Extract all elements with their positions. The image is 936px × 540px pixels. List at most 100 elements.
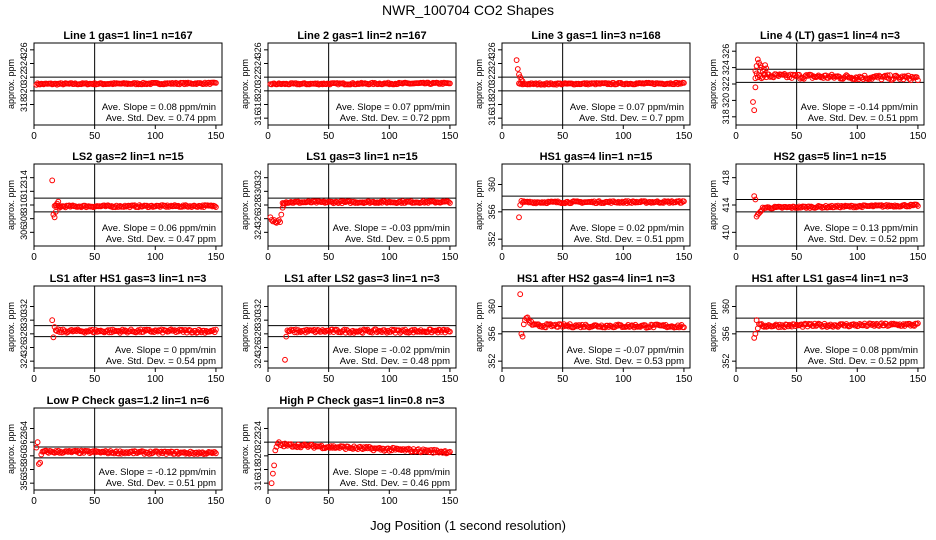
data-points xyxy=(267,79,453,88)
data-points xyxy=(33,79,219,88)
data-point xyxy=(895,74,902,81)
y-tick-label: 360 xyxy=(487,299,497,314)
x-tick-label: 50 xyxy=(323,131,335,142)
data-point xyxy=(213,450,219,457)
std-annotation: Ave. Std. Dev. = 0.52 ppm xyxy=(808,234,918,245)
y-tick-label: 326 xyxy=(19,340,29,355)
data-point xyxy=(447,328,453,335)
panel-14: High P Check gas=1 lin=0.8 n=3 0 50 100 150 3… xyxy=(240,395,459,507)
x-tick-label: 100 xyxy=(615,252,632,263)
data-point xyxy=(907,322,914,329)
data-point xyxy=(404,328,411,335)
x-tick-label: 150 xyxy=(676,374,693,385)
y-tick-label: 326 xyxy=(487,42,497,57)
y-tick-label: 356 xyxy=(487,326,497,341)
data-point xyxy=(537,323,544,329)
panel-12: HS1 after LS1 gas=4 lin=1 n=3 0 50 100 150 35… xyxy=(708,273,927,385)
data-point xyxy=(447,200,453,206)
panel-title: High P Check gas=1 lin=0.8 n=3 xyxy=(279,395,444,407)
y-tick-label: 324 xyxy=(19,354,29,369)
data-point xyxy=(50,334,57,341)
slope-annotation: Ave. Slope = -0.14 ppm/min xyxy=(801,102,918,113)
y-axis-label: approx. ppm xyxy=(240,302,250,352)
slope-annotation: Ave. Slope = 0.07 ppm/min xyxy=(336,102,450,113)
data-point xyxy=(447,80,453,87)
data-point xyxy=(754,56,761,63)
y-tick-label: 324 xyxy=(253,354,263,369)
x-tick-label: 150 xyxy=(442,374,459,385)
x-tick-label: 0 xyxy=(265,252,271,263)
x-tick-label: 150 xyxy=(208,131,225,142)
data-point xyxy=(784,321,790,328)
y-axis-label: approx. ppm xyxy=(240,424,250,474)
data-points xyxy=(267,198,453,226)
y-axis-label: approx. ppm xyxy=(708,302,718,352)
data-point xyxy=(681,80,687,86)
y-tick-label: 322 xyxy=(721,76,731,91)
y-tick-label: 330 xyxy=(253,184,263,199)
data-point xyxy=(678,80,685,87)
data-point xyxy=(752,196,759,203)
y-axis-label: approx. ppm xyxy=(240,59,250,109)
y-tick-label: 332 xyxy=(253,170,263,185)
data-point xyxy=(49,317,56,324)
data-point xyxy=(93,448,99,454)
data-point xyxy=(438,448,445,455)
data-point xyxy=(915,77,921,84)
y-tick-label: 316 xyxy=(253,111,263,126)
data-points xyxy=(513,57,687,88)
panel-13: Low P Check gas=1.2 lin=1 n=6 0 50 100 150 35… xyxy=(6,395,225,507)
panel-title: LS1 gas=3 lin=1 n=15 xyxy=(306,151,418,163)
y-tick-label: 324 xyxy=(19,56,29,71)
data-point xyxy=(277,219,284,226)
data-point xyxy=(518,330,525,337)
x-tick-label: 100 xyxy=(615,374,632,385)
x-tick-label: 100 xyxy=(147,374,164,385)
slope-annotation: Ave. Slope = -0.12 ppm/min xyxy=(99,467,216,478)
y-tick-label: 356 xyxy=(19,476,29,491)
data-point xyxy=(761,323,767,330)
y-tick-label: 330 xyxy=(253,313,263,328)
data-point xyxy=(197,328,204,334)
data-point xyxy=(445,199,452,205)
data-point xyxy=(208,202,215,209)
data-point xyxy=(913,74,920,80)
data-point xyxy=(913,201,920,208)
x-tick-label: 100 xyxy=(849,252,866,263)
data-points xyxy=(268,439,453,487)
std-annotation: Ave. Std. Dev. = 0.7 ppm xyxy=(579,113,684,124)
data-point xyxy=(750,99,756,105)
x-tick-label: 50 xyxy=(89,374,101,385)
data-point xyxy=(213,80,219,86)
y-tick-label: 328 xyxy=(19,326,29,341)
x-tick-label: 50 xyxy=(89,131,101,142)
y-tick-label: 326 xyxy=(721,44,731,59)
panel-6: LS1 gas=3 lin=1 n=150 50 100 15032432632833… xyxy=(240,151,459,263)
y-tick-label: 360 xyxy=(487,177,497,192)
y-tick-label: 318 xyxy=(721,109,731,124)
panel-8: HS2 gas=5 lin=1 n=15 0 50 100 150 410 414 418ap… xyxy=(708,151,927,263)
data-points xyxy=(33,439,219,467)
y-tick-label: 322 xyxy=(487,70,497,85)
x-tick-label: 0 xyxy=(265,496,271,507)
data-point xyxy=(516,214,522,221)
slope-annotation: Ave. Slope = -0.07 ppm/min xyxy=(567,345,684,356)
std-annotation: Ave. Std. Dev. = 0.52 ppm xyxy=(808,356,918,367)
panel-title: HS1 after LS1 gas=4 lin=1 n=3 xyxy=(752,273,909,285)
data-point xyxy=(517,74,524,81)
slope-annotation: Ave. Slope = 0.07 ppm/min xyxy=(570,102,684,113)
data-points xyxy=(750,56,921,114)
data-points xyxy=(751,193,921,220)
data-point xyxy=(517,291,524,298)
data-point xyxy=(267,214,274,221)
y-tick-label: 324 xyxy=(253,421,263,436)
y-tick-label: 326 xyxy=(253,42,263,57)
data-point xyxy=(209,203,216,210)
data-point xyxy=(514,66,521,72)
y-tick-label: 324 xyxy=(253,56,263,71)
y-tick-label: 322 xyxy=(253,435,263,450)
data-point xyxy=(752,84,759,91)
data-points xyxy=(751,317,921,341)
x-tick-label: 50 xyxy=(557,252,569,263)
